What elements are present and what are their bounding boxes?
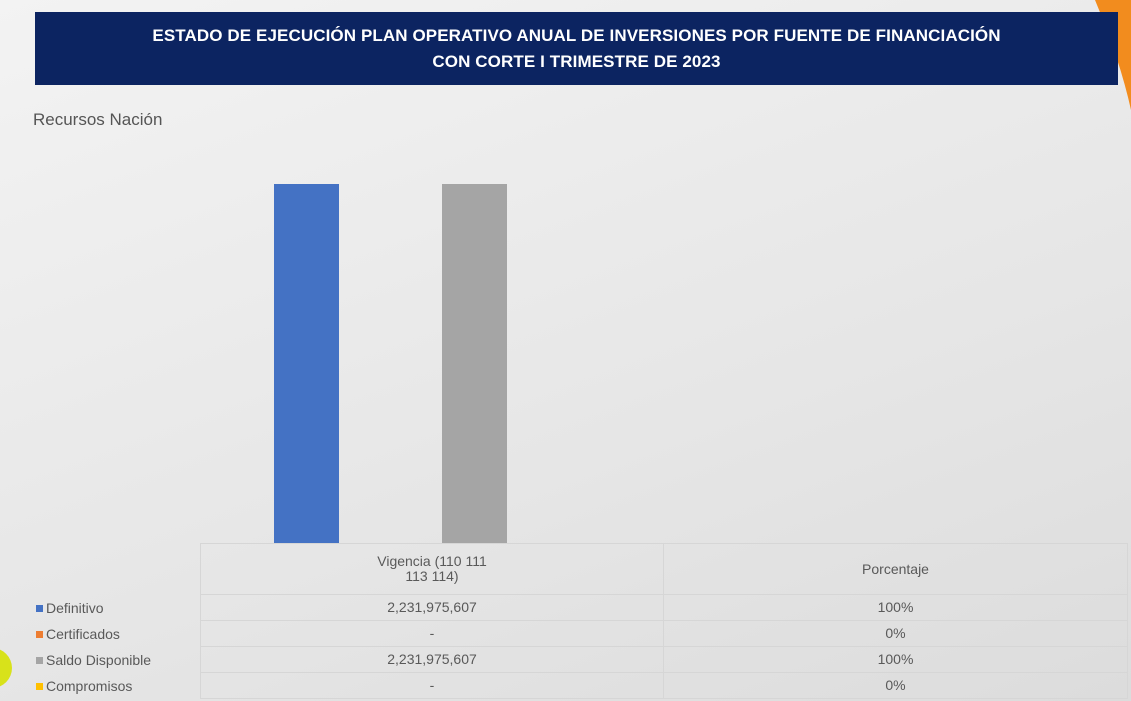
table-cell: - xyxy=(200,673,664,699)
legend-entry: Definitivo xyxy=(36,595,104,621)
banner: ESTADO DE EJECUCIÓN PLAN OPERATIVO ANUAL… xyxy=(35,12,1118,85)
legend-swatch xyxy=(36,630,43,638)
bar xyxy=(441,184,507,543)
table-header: Vigencia (110 111 113 114) xyxy=(200,543,664,595)
table-cell: 2,231,975,607 xyxy=(200,595,664,621)
table-cell: 100% xyxy=(664,595,1128,621)
swoosh xyxy=(1095,0,1131,110)
legend-entry: Saldo Disponible xyxy=(36,647,151,673)
legend-label: Compromisos xyxy=(46,678,133,694)
legend-label: Definitivo xyxy=(46,600,104,616)
legend-label: Saldo Disponible xyxy=(46,652,152,668)
legend-label: Certificados xyxy=(46,626,120,642)
legend-entry: Compromisos xyxy=(36,673,132,699)
chart-subtitle: Recursos Nación xyxy=(33,110,163,129)
table-cell: - xyxy=(200,621,664,647)
title-line: CON CORTE I TRIMESTRE DE 2023 xyxy=(432,51,721,71)
dot xyxy=(0,649,12,687)
table-cell: 100% xyxy=(664,647,1128,673)
table-header: Porcentaje xyxy=(664,543,1128,595)
title-line: ESTADO DE EJECUCIÓN PLAN OPERATIVO ANUAL… xyxy=(152,25,1001,45)
table-cell: 0% xyxy=(664,621,1128,647)
table-cell: 2,231,975,607 xyxy=(200,647,664,673)
legend-entry: Certificados xyxy=(36,621,120,647)
legend-swatch xyxy=(36,682,43,690)
legend-swatch xyxy=(36,656,43,664)
legend-swatch xyxy=(36,604,43,612)
bar xyxy=(273,184,339,543)
table-cell: 0% xyxy=(664,673,1128,699)
